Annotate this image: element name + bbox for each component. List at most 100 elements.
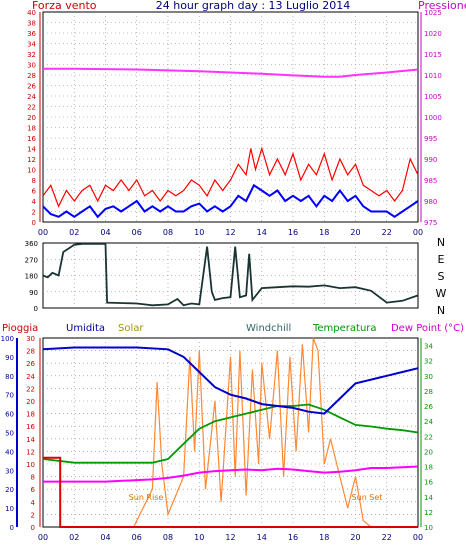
rain-axis-tick: 16 (26, 423, 35, 431)
direction-axis-tick: 0 (34, 305, 38, 313)
humidity-axis-tick: 20 (5, 486, 14, 494)
x-axis-tick: 14 (257, 228, 267, 237)
humidity-label: Umidita (66, 323, 105, 334)
compass-label: N (437, 304, 445, 317)
temp-axis-tick: 22 (424, 433, 433, 441)
rain-axis-tick: 26 (26, 360, 35, 368)
pressure-label: Pressione (418, 0, 466, 12)
rain-axis-tick: 4 (31, 499, 36, 507)
humidity-axis-tick: 90 (5, 354, 14, 362)
wind-axis-tick: 4 (32, 198, 37, 206)
x-axis-tick: 08 (163, 533, 173, 542)
temp-axis-tick: 32 (424, 358, 433, 366)
rain-axis-tick: 0 (31, 524, 35, 532)
compass-label: S (438, 270, 445, 283)
x-axis-tick: 20 (350, 533, 360, 542)
temp-axis-tick: 18 (424, 464, 433, 472)
rain-axis-tick: 2 (31, 511, 35, 519)
x-axis-tick: 04 (100, 228, 110, 237)
wind-axis-tick: 6 (32, 188, 37, 196)
x-axis-tick: 00 (38, 533, 48, 542)
temp-axis-tick: 34 (424, 343, 433, 351)
humidity-axis-tick: 0 (10, 524, 14, 532)
rain-axis-tick: 24 (26, 373, 35, 381)
pressure-axis-tick: 1000 (424, 114, 442, 122)
humidity-axis-tick: 80 (5, 373, 14, 381)
wind-axis-tick: 12 (27, 156, 36, 164)
x-axis-tick: 20 (350, 228, 360, 237)
x-axis-tick: 14 (257, 533, 267, 542)
x-axis-tick: 18 (319, 533, 329, 542)
x-axis-tick: 22 (382, 228, 392, 237)
x-axis-tick: 16 (288, 228, 298, 237)
temp-axis-tick: 28 (424, 388, 433, 396)
compass-label: N (437, 236, 445, 249)
wind-axis-tick: 10 (27, 167, 36, 175)
x-axis-tick: 12 (225, 533, 235, 542)
temperature-label: Temperatura (312, 323, 377, 334)
wind-label: Forza vento (32, 0, 97, 12)
rain-axis-tick: 14 (26, 436, 35, 444)
temp-axis-tick: 10 (424, 524, 433, 532)
pressure-axis-tick: 995 (424, 135, 437, 143)
wind-axis-tick: 16 (27, 135, 36, 143)
pressure-axis-tick: 990 (424, 156, 437, 164)
x-axis-tick: 10 (194, 228, 204, 237)
compass-label: E (438, 253, 445, 266)
humidity-axis-tick: 100 (1, 335, 14, 343)
temp-axis-tick: 16 (424, 479, 433, 487)
x-axis-tick: 06 (132, 228, 142, 237)
temp-axis-tick: 20 (424, 448, 433, 456)
sunset-annotation: Sun Set (352, 493, 383, 502)
x-axis-tick: 06 (132, 533, 142, 542)
direction-axis-tick: 360 (25, 240, 38, 248)
rain-label: Pioggia (2, 323, 38, 334)
wind-axis-tick: 30 (27, 62, 36, 70)
humidity-series (42, 346, 419, 415)
pressure-axis-tick: 985 (424, 177, 437, 185)
pressure-axis-tick: 1025 (424, 9, 442, 17)
x-axis-tick: 16 (288, 533, 298, 542)
pressure-axis-tick: 1020 (424, 30, 442, 38)
temp-axis-tick: 24 (424, 418, 433, 426)
x-axis-tick: 04 (100, 533, 110, 542)
wind-axis-tick: 32 (27, 51, 36, 59)
compass-label: W (436, 287, 447, 300)
rain-axis-tick: 20 (26, 398, 35, 406)
grid (43, 243, 418, 308)
temp-axis-tick: 14 (424, 494, 433, 502)
pressure-axis-tick: 975 (424, 219, 437, 227)
wind-axis-tick: 36 (27, 30, 36, 38)
rain-axis-tick: 30 (26, 335, 35, 343)
dewpoint-series (43, 465, 419, 483)
temperature-series (42, 403, 419, 464)
humidity-axis-tick: 10 (5, 505, 14, 513)
x-axis-tick: 10 (194, 533, 204, 542)
temp-axis-tick: 12 (424, 509, 433, 517)
humidity-axis-tick: 40 (5, 448, 14, 456)
x-axis-tick: 02 (69, 533, 79, 542)
x-axis-tick: 22 (382, 533, 392, 542)
pressure-axis-tick: 1010 (424, 72, 442, 80)
wind-axis-tick: 0 (32, 219, 36, 227)
solar-label: Solar (118, 323, 144, 334)
humidity-axis-tick: 50 (5, 430, 14, 438)
grid (43, 12, 418, 222)
pressure-axis-tick: 980 (424, 198, 437, 206)
wind-avg-series (42, 183, 419, 219)
x-axis-tick: 02 (69, 228, 79, 237)
humidity-axis-tick: 30 (5, 467, 14, 475)
wind-axis-tick: 34 (27, 41, 36, 49)
temp-axis-tick: 26 (424, 403, 433, 411)
wind-axis-tick: 28 (27, 72, 36, 80)
wind-axis-tick: 38 (27, 20, 36, 28)
wind-axis-tick: 8 (32, 177, 36, 185)
windchill-label: Windchill (246, 323, 291, 334)
x-axis-tick: 00 (38, 228, 48, 237)
rain-axis-tick: 6 (31, 486, 36, 494)
pressure-series (43, 67, 419, 78)
direction-axis-tick: 90 (29, 289, 38, 297)
x-axis-tick: 00 (413, 228, 423, 237)
wind-gust-series (42, 146, 419, 208)
